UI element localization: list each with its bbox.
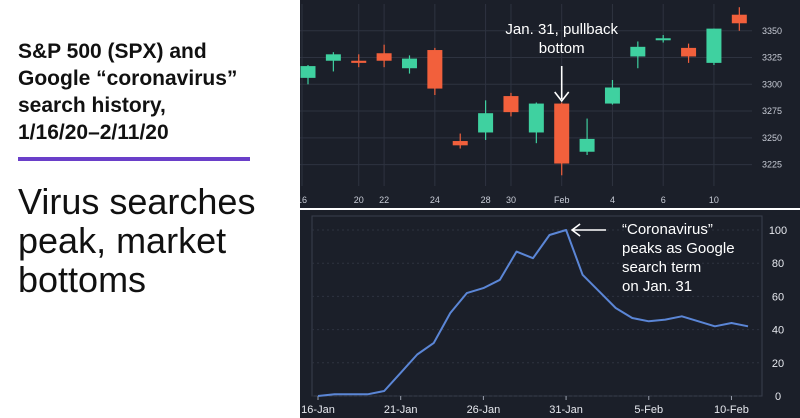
title-line: S&P 500 (SPX) and [18,40,207,63]
y-tick-label: 3350 [762,26,782,36]
x-tick-label: 30 [506,195,516,205]
annotation-line: on Jan. 31 [622,278,692,295]
annotation-arrow-head [554,91,570,103]
headline-line: Virus searches [18,181,256,222]
candle-body [401,58,417,69]
y-tick-label: 3250 [762,133,782,143]
candle-body [630,46,646,57]
candle-body [604,87,620,104]
x-tick-label: 5-Feb [634,404,663,416]
annotation-line: Jan. 31, pullback [505,21,618,38]
title-line: 1/16/20–2/11/20 [18,121,169,144]
headline-line: bottoms [18,259,147,300]
x-tick-label: 16-Jan [301,404,335,416]
title-line: Google “coronavirus” [18,67,238,90]
x-tick-label: 31-Jan [549,404,583,416]
x-tick-label: 6 [661,195,666,205]
candle-body [300,66,316,78]
candle-body [478,113,494,133]
candle-body [503,96,519,113]
x-tick-label: Feb [554,195,570,205]
x-tick-label: 21-Jan [384,404,418,416]
annotation-line: bottom [539,40,585,57]
x-tick-label: 20 [354,195,364,205]
headline-line: peak, market [18,220,227,261]
candle-body [706,28,722,63]
x-tick-label: 28 [481,195,491,205]
x-tick-label: 4 [610,195,615,205]
annotation-line: search term [622,259,701,276]
candle-body [528,103,544,133]
left-panel: S&P 500 (SPX) and Google “coronavirus” s… [0,0,300,418]
x-tick-label: 26-Jan [467,404,501,416]
y-tick-label: 0 [775,391,781,403]
annotation-arrow-head [570,223,581,237]
y-tick-label: 40 [772,325,784,337]
spx-candlestick-chart: 3225 3250 3275 3300 3325 3350 16 20 22 24 28 30 Feb 4… [300,4,782,205]
candle-body [681,47,697,57]
y-tick-label: 60 [772,291,784,303]
charts-panel: 3225 3250 3275 3300 3325 3350 16 20 22 24 28 30 Feb 4… [300,0,800,418]
candle-body [376,53,392,61]
x-tick-label: 10 [709,195,719,205]
y-tick-label: 3325 [762,53,782,63]
annotation-line: peaks as Google [622,240,735,257]
candle-body [427,50,443,89]
coronavirus-search-line-chart: 0 20 40 60 80 100 16-Jan 21-Jan 26-Jan 31-Jan 5-Fe… [301,215,787,416]
y-tick-label: 3275 [762,106,782,116]
candle-body [655,38,671,41]
search-interest-line [317,229,749,397]
title-line: search history, [18,94,166,117]
annotation-line: “Coronavirus” [622,221,713,238]
candle-body [554,103,570,164]
chart-title: S&P 500 (SPX) and Google “coronavirus” s… [18,38,298,146]
candle-body [579,138,595,152]
y-tick-label: 3225 [762,160,782,170]
headline: Virus searches peak, market bottoms [18,182,298,299]
candle-body [452,141,468,146]
accent-rule [18,157,250,161]
x-tick-label: 22 [379,195,389,205]
y-tick-label: 3300 [762,79,782,89]
y-tick-label: 100 [769,225,787,237]
y-tick-label: 20 [772,358,784,370]
x-tick-label: 10-Feb [714,404,749,416]
x-tick-label: 16 [300,195,307,205]
candle-body [731,14,747,24]
y-tick-label: 80 [772,258,784,270]
candle-body [351,60,367,63]
candle-body [325,54,341,61]
x-tick-label: 24 [430,195,440,205]
